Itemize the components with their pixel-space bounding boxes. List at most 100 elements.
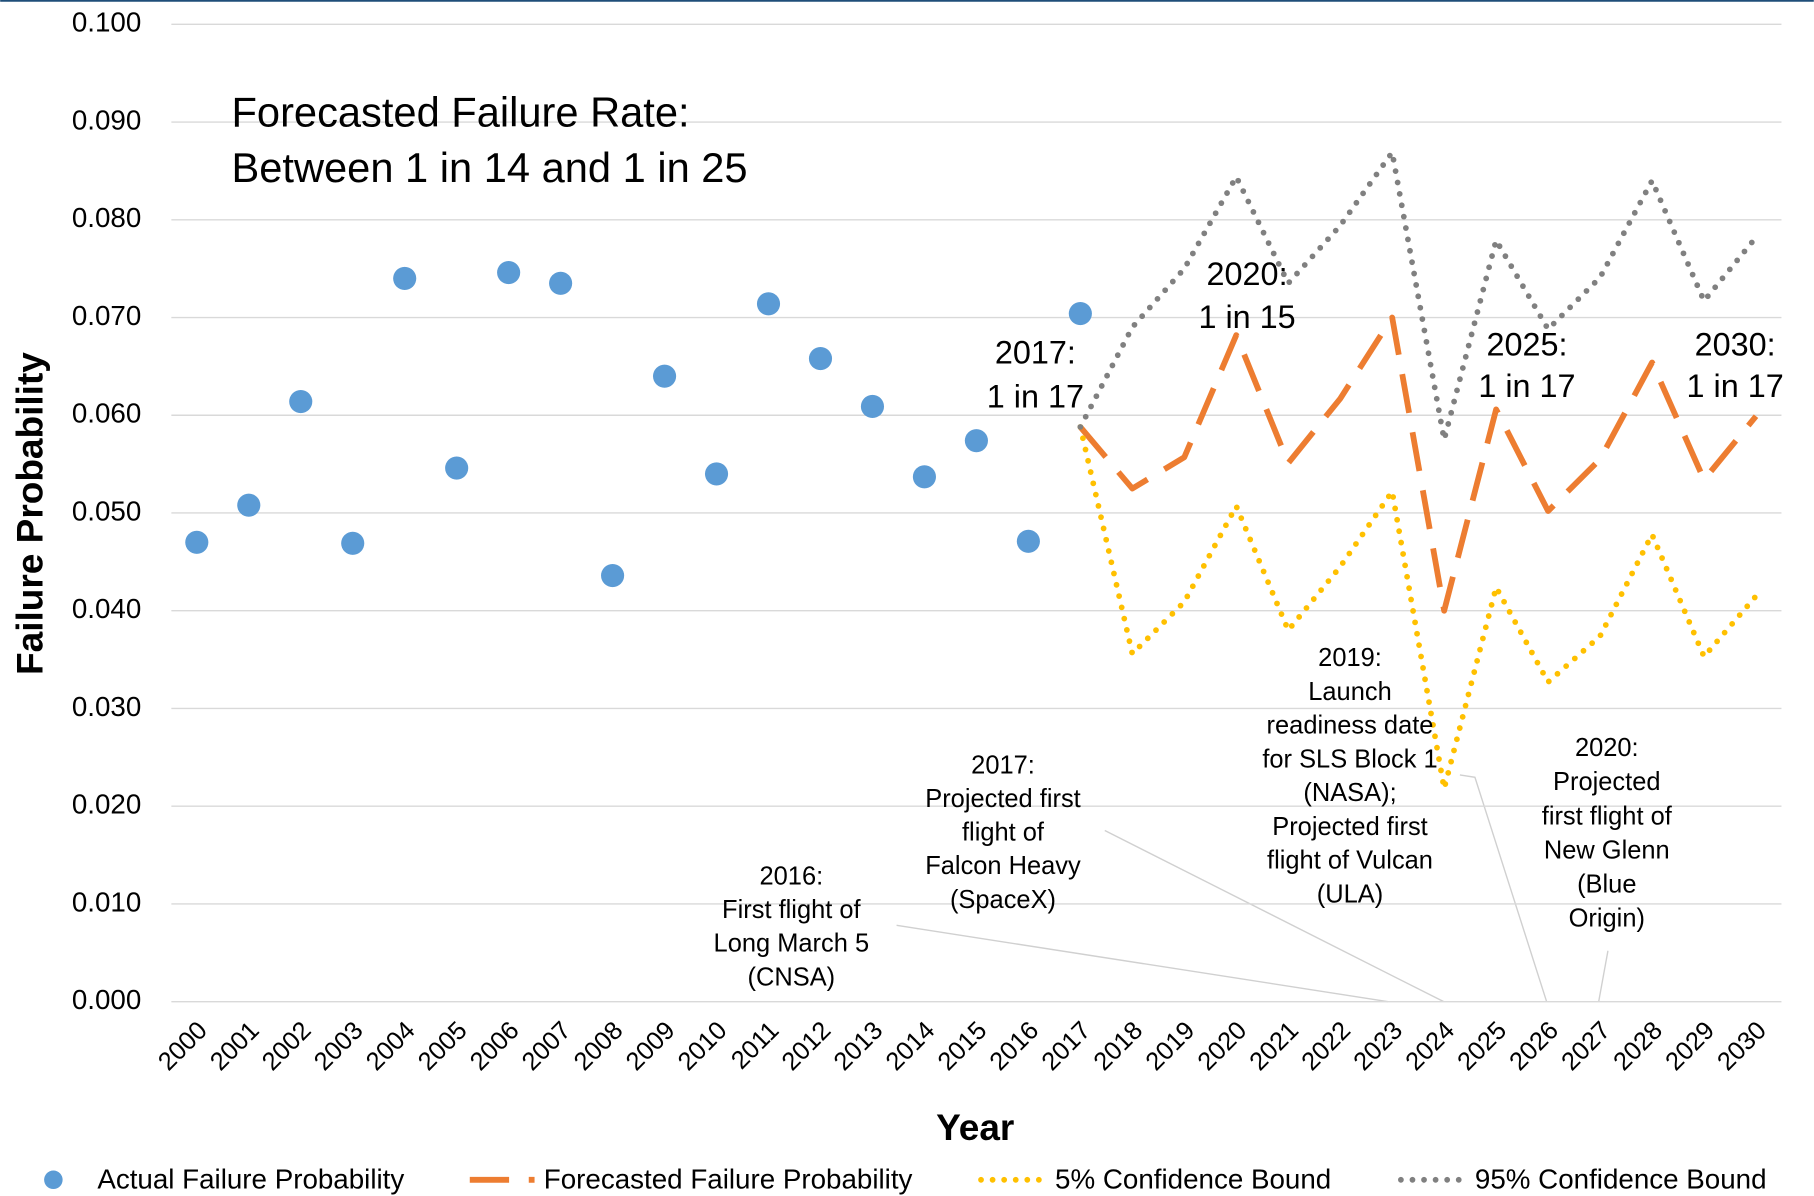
legend-label: Forecasted Failure Probability [544, 1163, 913, 1194]
x-tick-label: 2028 [1608, 1016, 1668, 1076]
x-tick-label: 2023 [1348, 1016, 1408, 1076]
annotation: 2017: [995, 335, 1076, 371]
series-line [1078, 314, 1759, 614]
x-tick-label: 2007 [517, 1016, 577, 1076]
data-point [601, 563, 625, 588]
annotation: readiness date [1267, 712, 1434, 740]
data-point [497, 260, 521, 285]
x-tick-label: 2006 [465, 1016, 525, 1076]
data-point [549, 271, 573, 295]
x-tick-label: 2004 [361, 1016, 421, 1076]
legend-marker [44, 1170, 63, 1190]
y-tick-label: 0.040 [72, 593, 141, 624]
x-tick-label: 2015 [933, 1016, 993, 1076]
leader-line [896, 924, 1389, 1003]
annotation: 1 in 17 [1687, 368, 1784, 404]
data-point [704, 462, 729, 486]
y-tick-label: 0.100 [72, 7, 141, 38]
annotation: 2017: [971, 752, 1035, 780]
series-line [1077, 149, 1759, 443]
x-tick-label: 2012 [777, 1016, 837, 1076]
x-tick-label: 2008 [569, 1016, 629, 1076]
data-point [964, 429, 988, 453]
y-tick-label: 0.050 [72, 495, 141, 526]
data-point [1068, 302, 1092, 326]
series-line [1077, 424, 1759, 792]
leader-line [1104, 829, 1445, 1003]
annotation: New Glenn [1544, 836, 1670, 864]
annotation: Forecasted Failure Rate: [232, 89, 690, 136]
leader-line [1598, 950, 1609, 1002]
y-tick-label: 0.010 [72, 886, 141, 917]
data-point [860, 394, 885, 419]
data-point [445, 456, 469, 480]
annotation: (CNSA) [748, 963, 836, 991]
data-point [652, 364, 677, 388]
y-tick-label: 0.080 [72, 202, 141, 233]
annotation: flight of Vulcan [1267, 847, 1433, 875]
x-tick-label: 2018 [1088, 1016, 1148, 1076]
x-tick-label: 2030 [1712, 1016, 1772, 1076]
data-point [912, 465, 936, 489]
data-point [393, 266, 417, 290]
y-axis-title: Failure Probability [8, 352, 50, 675]
x-tick-label: 2026 [1504, 1016, 1564, 1076]
data-point [237, 493, 261, 517]
x-tick-label: 2020 [1192, 1016, 1252, 1076]
x-tick-label: 2002 [257, 1016, 317, 1076]
leader-line [1459, 774, 1548, 1002]
y-tick-label: 0.020 [72, 789, 141, 820]
annotation: (ULA) [1317, 880, 1383, 908]
x-tick-label: 2021 [1244, 1016, 1304, 1076]
x-tick-label: 2010 [673, 1016, 733, 1076]
annotation: 2016: [760, 863, 824, 891]
annotation: Long March 5 [714, 930, 870, 958]
annotation: Projected first [1272, 813, 1428, 841]
x-tick-label: 2022 [1296, 1016, 1356, 1076]
annotation: 2020: [1207, 256, 1288, 292]
annotation: 2020: [1575, 734, 1639, 762]
annotation: (SpaceX) [950, 886, 1056, 914]
x-tick-label: 2016 [984, 1016, 1044, 1076]
x-tick-label: 2011 [726, 1016, 784, 1074]
legend-label: 95% Confidence Bound [1475, 1163, 1767, 1194]
x-tick-label: 2019 [1140, 1016, 1200, 1076]
x-tick-label: 2024 [1400, 1016, 1460, 1076]
annotation: Origin) [1569, 904, 1645, 932]
x-tick-label: 2027 [1556, 1016, 1616, 1076]
annotation: first flight of [1542, 802, 1673, 830]
y-tick-label: 0.030 [72, 691, 141, 722]
y-tick-label: 0.070 [72, 300, 141, 331]
annotation: 2025: [1486, 327, 1567, 363]
annotation: Between 1 in 14 and 1 in 25 [232, 144, 748, 191]
x-tick-label: 2025 [1452, 1016, 1512, 1076]
data-point [1016, 529, 1040, 553]
annotation: 2019: [1318, 644, 1382, 672]
x-tick-label: 2001 [205, 1016, 265, 1076]
annotation: First flight of [722, 896, 861, 924]
legend-label: Actual Failure Probability [97, 1163, 404, 1194]
x-tick-label: 2014 [881, 1016, 941, 1076]
annotation: 1 in 15 [1198, 299, 1295, 335]
y-tick-label: 0.060 [72, 398, 141, 429]
x-tick-label: 2029 [1660, 1016, 1720, 1076]
annotation: Projected [1553, 768, 1660, 796]
y-tick-label: 0.000 [72, 984, 141, 1015]
data-point [808, 346, 833, 371]
x-tick-label: 2005 [413, 1016, 473, 1076]
annotation: Launch [1308, 678, 1391, 706]
annotation: (NASA); [1303, 779, 1396, 807]
annotation: for SLS Block 1 [1262, 745, 1437, 773]
y-tick-label: 0.090 [72, 104, 141, 135]
annotation: 2030: [1695, 327, 1776, 363]
annotation: 1 in 17 [1478, 368, 1575, 404]
annotation: flight of [962, 819, 1045, 847]
data-point [289, 389, 313, 414]
data-point [341, 531, 365, 555]
x-axis-title: Year [936, 1106, 1014, 1148]
x-tick-label: 2003 [309, 1016, 369, 1076]
x-tick-label: 2013 [829, 1016, 889, 1076]
annotation: Falcon Heavy [925, 852, 1081, 880]
annotation: (Blue [1577, 870, 1636, 898]
